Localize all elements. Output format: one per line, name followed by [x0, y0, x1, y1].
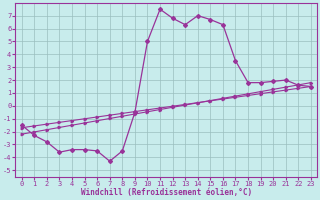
- X-axis label: Windchill (Refroidissement éolien,°C): Windchill (Refroidissement éolien,°C): [81, 188, 252, 197]
